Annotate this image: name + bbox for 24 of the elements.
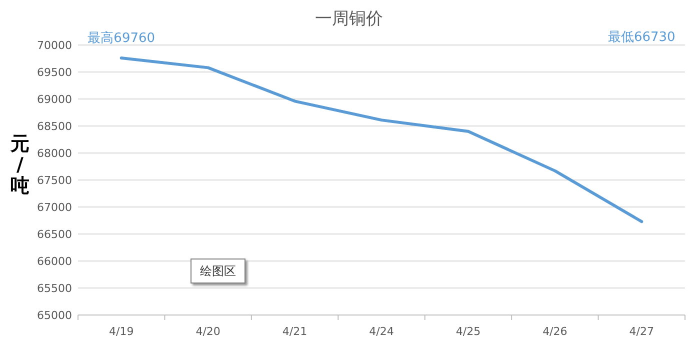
y-tick-label: 67500 <box>37 174 72 187</box>
chart-title: 一周铜价 <box>315 9 383 29</box>
y-tick-label: 68000 <box>37 146 72 160</box>
y-tick-label: 67000 <box>37 200 72 214</box>
y-tick-label: 65500 <box>37 282 72 295</box>
y-tick-label: 69500 <box>37 66 72 79</box>
x-tick-label: 4/24 <box>369 325 394 338</box>
x-tick-label: 4/20 <box>196 325 220 338</box>
line-series <box>120 56 644 224</box>
x-tick-label: 4/19 <box>109 325 134 338</box>
x-tick-label: 4/27 <box>629 325 654 338</box>
annotation: 绘图区 <box>200 264 236 278</box>
y-tick-label: 69000 <box>37 92 72 106</box>
y-axis-title: 元/吨 <box>10 133 30 197</box>
annotation: 最高69760 <box>88 30 156 46</box>
y-tick-label: 66500 <box>37 228 72 241</box>
x-tick-label: 4/26 <box>542 325 568 338</box>
x-tick-label: 4/25 <box>456 325 481 338</box>
y-tick-label: 70000 <box>37 38 72 52</box>
annotation: 最低66730 <box>608 30 676 45</box>
y-tick-label: 65000 <box>37 308 72 322</box>
y-tick-label: 66000 <box>37 254 72 268</box>
x-tick-label: 4/21 <box>282 325 308 338</box>
y-tick-label: 68500 <box>37 120 72 133</box>
